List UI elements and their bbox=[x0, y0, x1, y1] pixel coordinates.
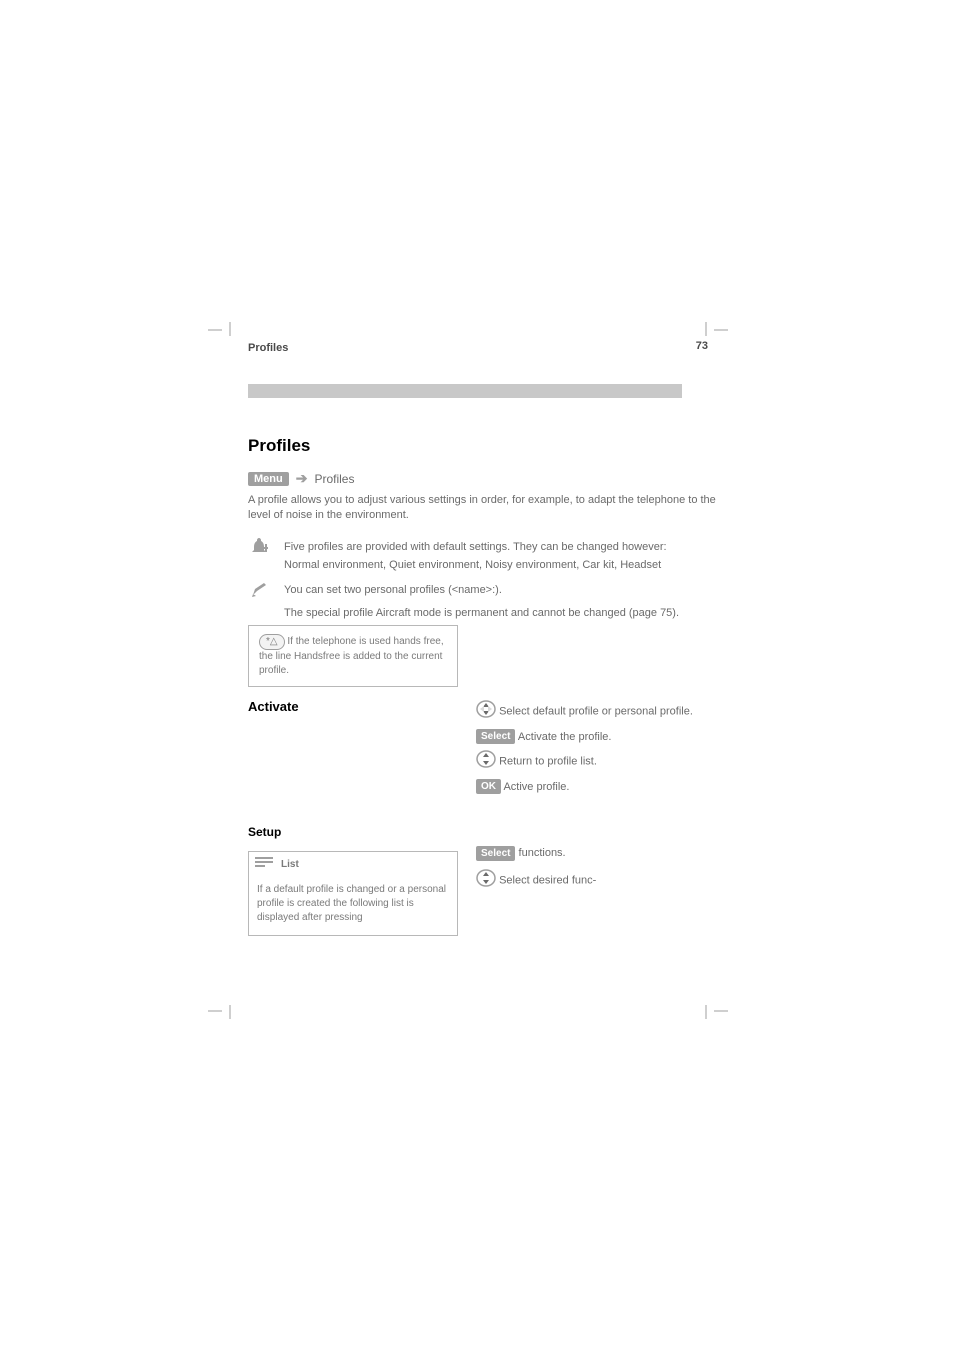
header-bar bbox=[248, 384, 682, 398]
list-label: List bbox=[281, 859, 299, 870]
header-label: Profiles bbox=[248, 342, 288, 354]
pen-icon bbox=[248, 581, 272, 599]
crop-mark bbox=[698, 999, 728, 1019]
list-box: List If a default profile is changed or … bbox=[248, 851, 458, 936]
info-text: If the telephone is used hands free, the… bbox=[259, 636, 444, 676]
menu-path-text: Profiles bbox=[314, 472, 354, 486]
crop-mark bbox=[208, 322, 238, 342]
arrow-icon: ➔ bbox=[296, 470, 308, 487]
nav-updown-icon bbox=[476, 749, 496, 775]
bell-icon bbox=[248, 538, 272, 556]
select-softkey: Select bbox=[476, 846, 515, 861]
section-title-setup: Setup bbox=[248, 825, 718, 839]
setup-line2: Select desired func- bbox=[499, 874, 596, 886]
intro-paragraph: A profile allows you to adjust various s… bbox=[248, 493, 718, 524]
list-icon bbox=[255, 856, 275, 873]
activate-line2: Activate the profile. bbox=[518, 731, 612, 743]
setup-right: Select functions. Select desired func- bbox=[476, 845, 718, 936]
ok-softkey: OK bbox=[476, 779, 501, 794]
section-title-activate: Activate bbox=[248, 699, 458, 714]
menu-softkey: Menu bbox=[248, 472, 289, 486]
select-softkey: Select bbox=[476, 729, 515, 744]
bullet-items: Normal environment, Quiet environment, N… bbox=[284, 558, 718, 573]
chapter-title: Profiles bbox=[248, 436, 718, 456]
bullet-text: Five profiles are provided with default … bbox=[284, 541, 667, 553]
list-body-text: If a default profile is changed or a per… bbox=[249, 877, 457, 935]
bullet-text: The special profile Aircraft mode is per… bbox=[284, 607, 679, 619]
nav-updown-icon bbox=[476, 868, 496, 894]
activate-right: Select default profile or personal profi… bbox=[476, 699, 718, 795]
activate-line3: Return to profile list. bbox=[499, 756, 597, 768]
nav-updown-icon bbox=[476, 699, 496, 725]
crop-mark bbox=[208, 999, 238, 1019]
bullet-text: You can set two personal profiles (<name… bbox=[284, 584, 502, 596]
setup-line1: functions. bbox=[519, 847, 566, 859]
page-content: Profiles Profiles Menu ➔ Profiles A prof… bbox=[248, 338, 718, 936]
activate-line1: Select default profile or personal profi… bbox=[499, 706, 693, 718]
activate-line4: Active profile. bbox=[503, 781, 569, 793]
star-key-icon: *△ bbox=[259, 634, 285, 650]
info-box: *△ If the telephone is used hands free, … bbox=[248, 625, 458, 687]
menu-path: Menu ➔ Profiles bbox=[248, 470, 718, 487]
